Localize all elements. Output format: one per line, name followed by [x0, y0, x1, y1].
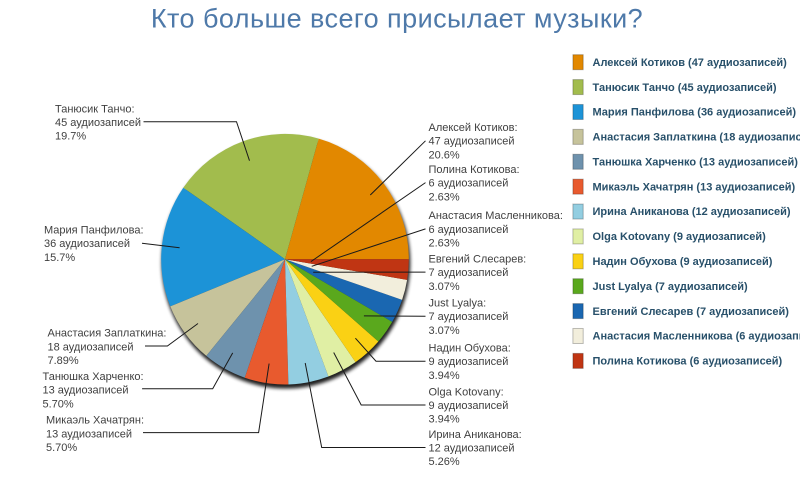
svg-text:3.94%: 3.94% [429, 414, 460, 426]
svg-text:Мария Панфилова:: Мария Панфилова: [44, 225, 144, 237]
svg-text:Olga Kotovany:: Olga Kotovany: [429, 386, 504, 398]
svg-text:3.07%: 3.07% [429, 281, 460, 293]
svg-text:13 аудиозаписей: 13 аудиозаписей [43, 385, 129, 397]
svg-text:Just Lyalya (7 аудиозаписей): Just Lyalya (7 аудиозаписей) [593, 281, 749, 293]
svg-text:Евгений Слесарев (7 аудиозапис: Евгений Слесарев (7 аудиозаписей) [593, 306, 790, 318]
svg-text:Микаэль Хачатрян (13 аудиозапи: Микаэль Хачатрян (13 аудиозаписей) [593, 181, 796, 193]
svg-text:Надин Обухова (9 аудиозаписей): Надин Обухова (9 аудиозаписей) [593, 256, 773, 268]
svg-text:3.94%: 3.94% [429, 370, 460, 382]
svg-text:Микаэль Хачатрян:: Микаэль Хачатрян: [46, 415, 144, 427]
svg-text:2.63%: 2.63% [429, 191, 460, 203]
svg-text:9 аудиозаписей: 9 аудиозаписей [429, 400, 509, 412]
svg-text:15.7%: 15.7% [44, 252, 75, 264]
svg-text:5.70%: 5.70% [43, 398, 74, 410]
svg-text:Алексей Котиков:: Алексей Котиков: [429, 122, 518, 134]
svg-text:36 аудиозаписей: 36 аудиозаписей [44, 238, 130, 250]
svg-text:7 аудиозаписей: 7 аудиозаписей [429, 311, 509, 323]
svg-text:Танюшка Харченко:: Танюшка Харченко: [43, 371, 144, 383]
svg-text:Танюсик Танчо (45 аудиозаписей: Танюсик Танчо (45 аудиозаписей) [593, 82, 777, 94]
svg-text:5.70%: 5.70% [46, 442, 77, 454]
svg-text:Танюсик Танчо:: Танюсик Танчо: [55, 103, 135, 115]
svg-text:Анастасия Масленникова:: Анастасия Масленникова: [429, 210, 563, 222]
svg-text:6 аудиозаписей: 6 аудиозаписей [429, 224, 509, 236]
svg-text:Танюшка Харченко (13 аудиозапи: Танюшка Харченко (13 аудиозаписей) [593, 157, 799, 169]
svg-text:Полина Котикова:: Полина Котикова: [429, 164, 520, 176]
svg-text:Кто больше всего присылает муз: Кто больше всего присылает музыки? [151, 4, 643, 34]
svg-text:Olga Kotovany (9 аудиозаписей): Olga Kotovany (9 аудиозаписей) [593, 231, 767, 243]
svg-text:47 аудиозаписей: 47 аудиозаписей [429, 136, 515, 148]
svg-text:Алексей Котиков (47 аудиозапис: Алексей Котиков (47 аудиозаписей) [593, 57, 788, 69]
svg-text:Мария Панфилова (36 аудиозапис: Мария Панфилова (36 аудиозаписей) [593, 107, 797, 119]
svg-text:3.07%: 3.07% [429, 325, 460, 337]
svg-text:Евгений Слесарев:: Евгений Слесарев: [429, 253, 527, 265]
svg-text:7.89%: 7.89% [48, 355, 79, 367]
svg-text:Анастасия Заплаткина:: Анастасия Заплаткина: [48, 328, 167, 340]
svg-text:Ирина Аниканова:: Ирина Аниканова: [429, 429, 522, 441]
svg-text:19.7%: 19.7% [55, 131, 86, 143]
svg-text:20.6%: 20.6% [429, 149, 460, 161]
svg-text:6 аудиозаписей: 6 аудиозаписей [429, 178, 509, 190]
svg-text:Анастасия Масленникова (6 ауди: Анастасия Масленникова (6 аудиозаписей) [593, 331, 800, 343]
svg-text:13 аудиозаписей: 13 аудиозаписей [46, 428, 132, 440]
svg-text:7 аудиозаписей: 7 аудиозаписей [429, 267, 509, 279]
svg-text:12 аудиозаписей: 12 аудиозаписей [429, 443, 515, 455]
svg-text:Ирина Аниканова (12 аудиозапис: Ирина Аниканова (12 аудиозаписей) [593, 206, 791, 218]
svg-text:2.63%: 2.63% [429, 238, 460, 250]
svg-text:Надин Обухова:: Надин Обухова: [429, 343, 511, 355]
svg-text:5.26%: 5.26% [429, 456, 460, 468]
svg-text:45 аудиозаписей: 45 аудиозаписей [55, 117, 141, 129]
svg-text:Just Lyalya:: Just Lyalya: [429, 298, 487, 310]
svg-text:Анастасия Заплаткина (18 аудио: Анастасия Заплаткина (18 аудиозаписей) [593, 132, 800, 144]
svg-text:Полина Котикова (6 аудиозаписе: Полина Котикова (6 аудиозаписей) [593, 356, 783, 368]
svg-text:9 аудиозаписей: 9 аудиозаписей [429, 356, 509, 368]
svg-text:18 аудиозаписей: 18 аудиозаписей [48, 341, 134, 353]
